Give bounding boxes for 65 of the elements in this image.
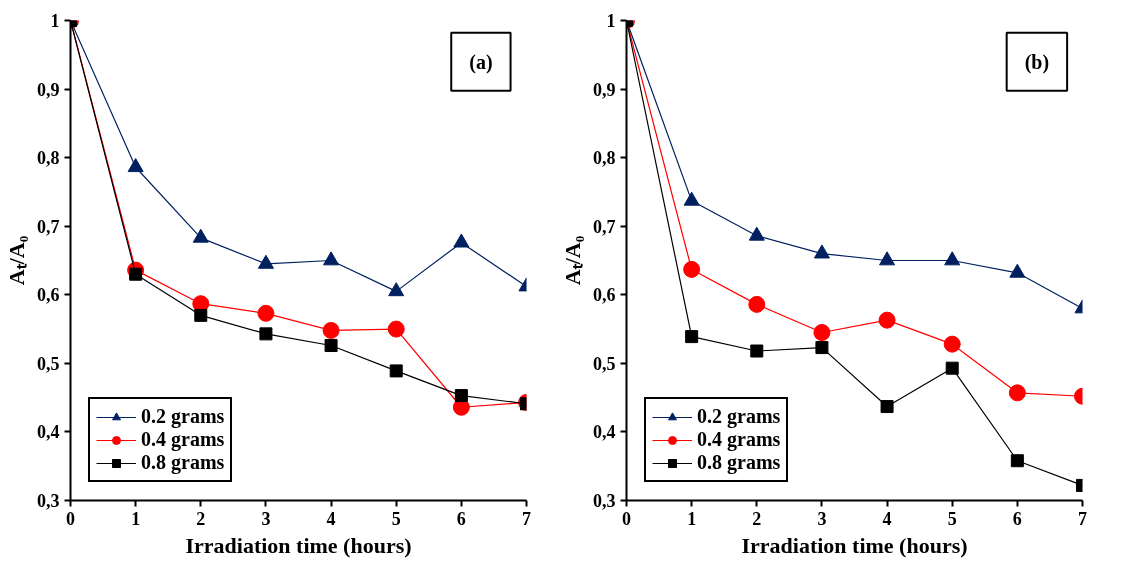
point (813, 324, 831, 341)
point (750, 344, 764, 358)
legend-label: 0.8 grams (697, 451, 781, 474)
legend-label: 0.2 grams (141, 405, 225, 428)
y-tick-label: 0,8 (593, 148, 616, 169)
point (387, 320, 405, 338)
y-tick-label: 1 (50, 11, 60, 31)
annotation: (b) (1024, 50, 1050, 74)
point (1010, 454, 1024, 468)
x-tick-label: 3 (817, 508, 827, 529)
legend-label: 0.4 grams (141, 428, 225, 451)
y-axis-title: Aₜ/A₀ (4, 235, 29, 286)
y-tick-label: 0,3 (37, 491, 60, 511)
point (748, 295, 766, 313)
x-tick-label: 0 (622, 508, 631, 529)
y-tick-label: 1 (606, 11, 616, 31)
point (324, 339, 338, 353)
point (878, 311, 896, 329)
point (1008, 384, 1026, 402)
x-tick-label: 3 (261, 508, 271, 529)
point (945, 361, 959, 375)
y-tick-label: 0,6 (37, 285, 60, 306)
y-tick-label: 0,6 (593, 285, 616, 306)
point (454, 389, 468, 403)
x-tick-label: 7 (1078, 508, 1087, 529)
y-tick-label: 0,8 (37, 148, 60, 169)
point (685, 330, 699, 344)
annotation: (a) (469, 50, 493, 74)
x-tick-label: 2 (752, 508, 762, 529)
x-tick-label: 4 (326, 508, 336, 529)
point (815, 341, 829, 355)
x-tick-label: 7 (522, 508, 531, 529)
x-axis-title: Irradiation time (hours) (185, 532, 412, 558)
point (389, 364, 403, 378)
y-tick-label: 0,7 (593, 216, 616, 237)
x-tick-label: 5 (947, 508, 957, 529)
point (683, 260, 701, 278)
point (194, 308, 208, 322)
x-axis-title: Irradiation time (hours) (741, 532, 968, 558)
y-tick-label: 0,9 (593, 79, 616, 100)
y-tick-label: 0,5 (37, 353, 60, 374)
x-tick-label: 5 (391, 508, 401, 529)
point (880, 400, 894, 414)
y-axis-title: Aₜ/A₀ (560, 235, 585, 286)
x-tick-label: 6 (456, 508, 466, 529)
legend-label: 0.4 grams (697, 428, 781, 451)
point (322, 321, 340, 339)
x-tick-label: 1 (131, 508, 141, 529)
x-tick-label: 0 (66, 508, 75, 529)
x-tick-label: 2 (196, 508, 206, 529)
x-tick-label: 1 (687, 508, 697, 529)
x-tick-label: 4 (882, 508, 892, 529)
point (129, 267, 143, 281)
legend-label: 0.2 grams (697, 405, 781, 428)
y-tick-label: 0,3 (593, 491, 616, 511)
y-tick-label: 0,9 (37, 79, 60, 100)
legend-label: 0.8 grams (141, 451, 225, 474)
point (943, 335, 961, 353)
point (257, 304, 275, 322)
point (259, 327, 273, 341)
x-tick-label: 6 (1012, 508, 1022, 529)
y-tick-label: 0,7 (37, 216, 60, 237)
y-tick-label: 0,4 (593, 422, 616, 443)
y-tick-label: 0,4 (37, 422, 60, 443)
y-tick-label: 0,5 (593, 353, 616, 374)
